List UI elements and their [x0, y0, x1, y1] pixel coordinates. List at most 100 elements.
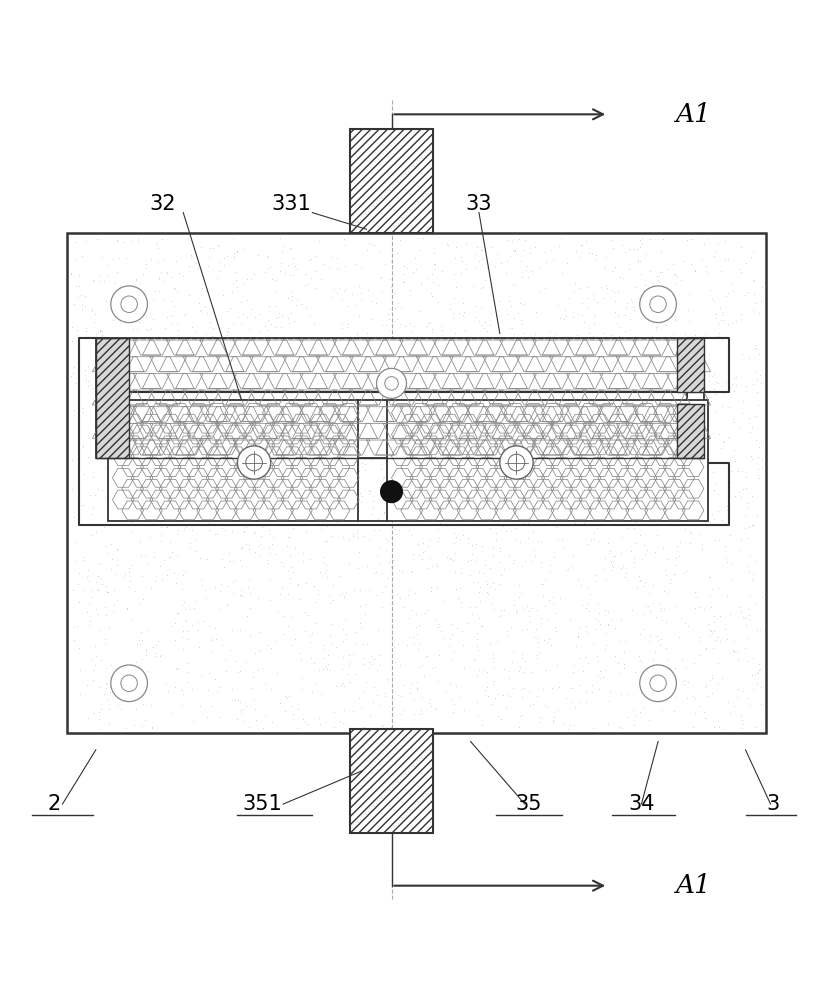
Point [365, 311, 378, 327]
Point [234, 316, 247, 332]
Point [307, 398, 321, 414]
Point [701, 688, 715, 704]
Point [730, 689, 743, 705]
Point [277, 608, 291, 624]
Point [721, 285, 735, 301]
Point [435, 367, 448, 383]
Point [557, 311, 571, 327]
Point [666, 300, 679, 316]
Point [429, 701, 442, 717]
Point [530, 364, 543, 380]
Point [350, 324, 363, 340]
Point [185, 504, 198, 520]
Point [751, 665, 765, 681]
Point [336, 485, 349, 501]
Point [186, 681, 199, 697]
Point [627, 550, 641, 566]
Point [505, 458, 518, 474]
Point [603, 693, 616, 709]
Point [181, 345, 194, 361]
Point [330, 639, 343, 655]
Point [619, 565, 632, 581]
Point [323, 662, 337, 678]
Point [323, 372, 337, 388]
Point [696, 536, 709, 552]
Point [609, 620, 622, 636]
Point [691, 589, 704, 605]
Point [180, 424, 193, 440]
Point [541, 699, 554, 715]
Point [523, 245, 536, 261]
Point [214, 464, 227, 480]
Point [520, 258, 533, 274]
Point [383, 554, 397, 570]
Point [569, 338, 582, 354]
Point [546, 712, 559, 728]
Point [152, 356, 165, 372]
Point [137, 402, 151, 418]
Point [444, 415, 457, 431]
Point [239, 654, 252, 670]
Point [225, 523, 238, 539]
Point [383, 530, 397, 546]
Point [375, 393, 388, 409]
Point [128, 665, 142, 681]
Point [738, 287, 751, 303]
Point [486, 650, 500, 666]
Point [240, 536, 253, 552]
Point [337, 633, 350, 649]
Point [192, 260, 205, 276]
Bar [677, 404, 704, 458]
Point [288, 369, 302, 385]
Point [517, 515, 531, 531]
Point [326, 501, 339, 517]
Point [446, 441, 460, 457]
Point [75, 437, 88, 453]
Point [358, 456, 372, 472]
Point [337, 231, 351, 247]
Point [615, 506, 628, 522]
Point [501, 385, 515, 401]
Point [431, 438, 444, 454]
Point [501, 479, 515, 495]
Point [541, 363, 555, 379]
Point [598, 474, 611, 490]
Point [466, 483, 480, 499]
Point [130, 440, 143, 456]
Point [593, 616, 606, 632]
Point [567, 480, 581, 496]
Point [175, 682, 188, 698]
Point [342, 657, 356, 673]
Point [331, 456, 344, 472]
Point [456, 637, 470, 653]
Point [702, 429, 716, 445]
Point [161, 352, 174, 368]
Point [439, 683, 452, 699]
Point [505, 405, 518, 421]
Point [431, 619, 445, 635]
Point [179, 374, 192, 390]
Point [258, 264, 272, 280]
Point [546, 596, 560, 612]
Point [551, 702, 565, 718]
Point [707, 719, 721, 735]
Point [662, 492, 676, 508]
Point [546, 680, 559, 696]
Point [72, 278, 86, 294]
Point [126, 680, 139, 696]
Point [375, 584, 388, 600]
Point [595, 279, 608, 295]
Point [680, 383, 693, 399]
Point [538, 280, 551, 296]
Point [658, 562, 671, 578]
Point [179, 601, 192, 617]
Point [242, 477, 255, 493]
Point [581, 536, 594, 552]
Point [556, 468, 569, 484]
Point [81, 569, 94, 585]
Point [593, 670, 606, 686]
Point [718, 621, 731, 637]
Point [721, 316, 735, 332]
Point [751, 507, 764, 523]
Point [252, 306, 266, 322]
